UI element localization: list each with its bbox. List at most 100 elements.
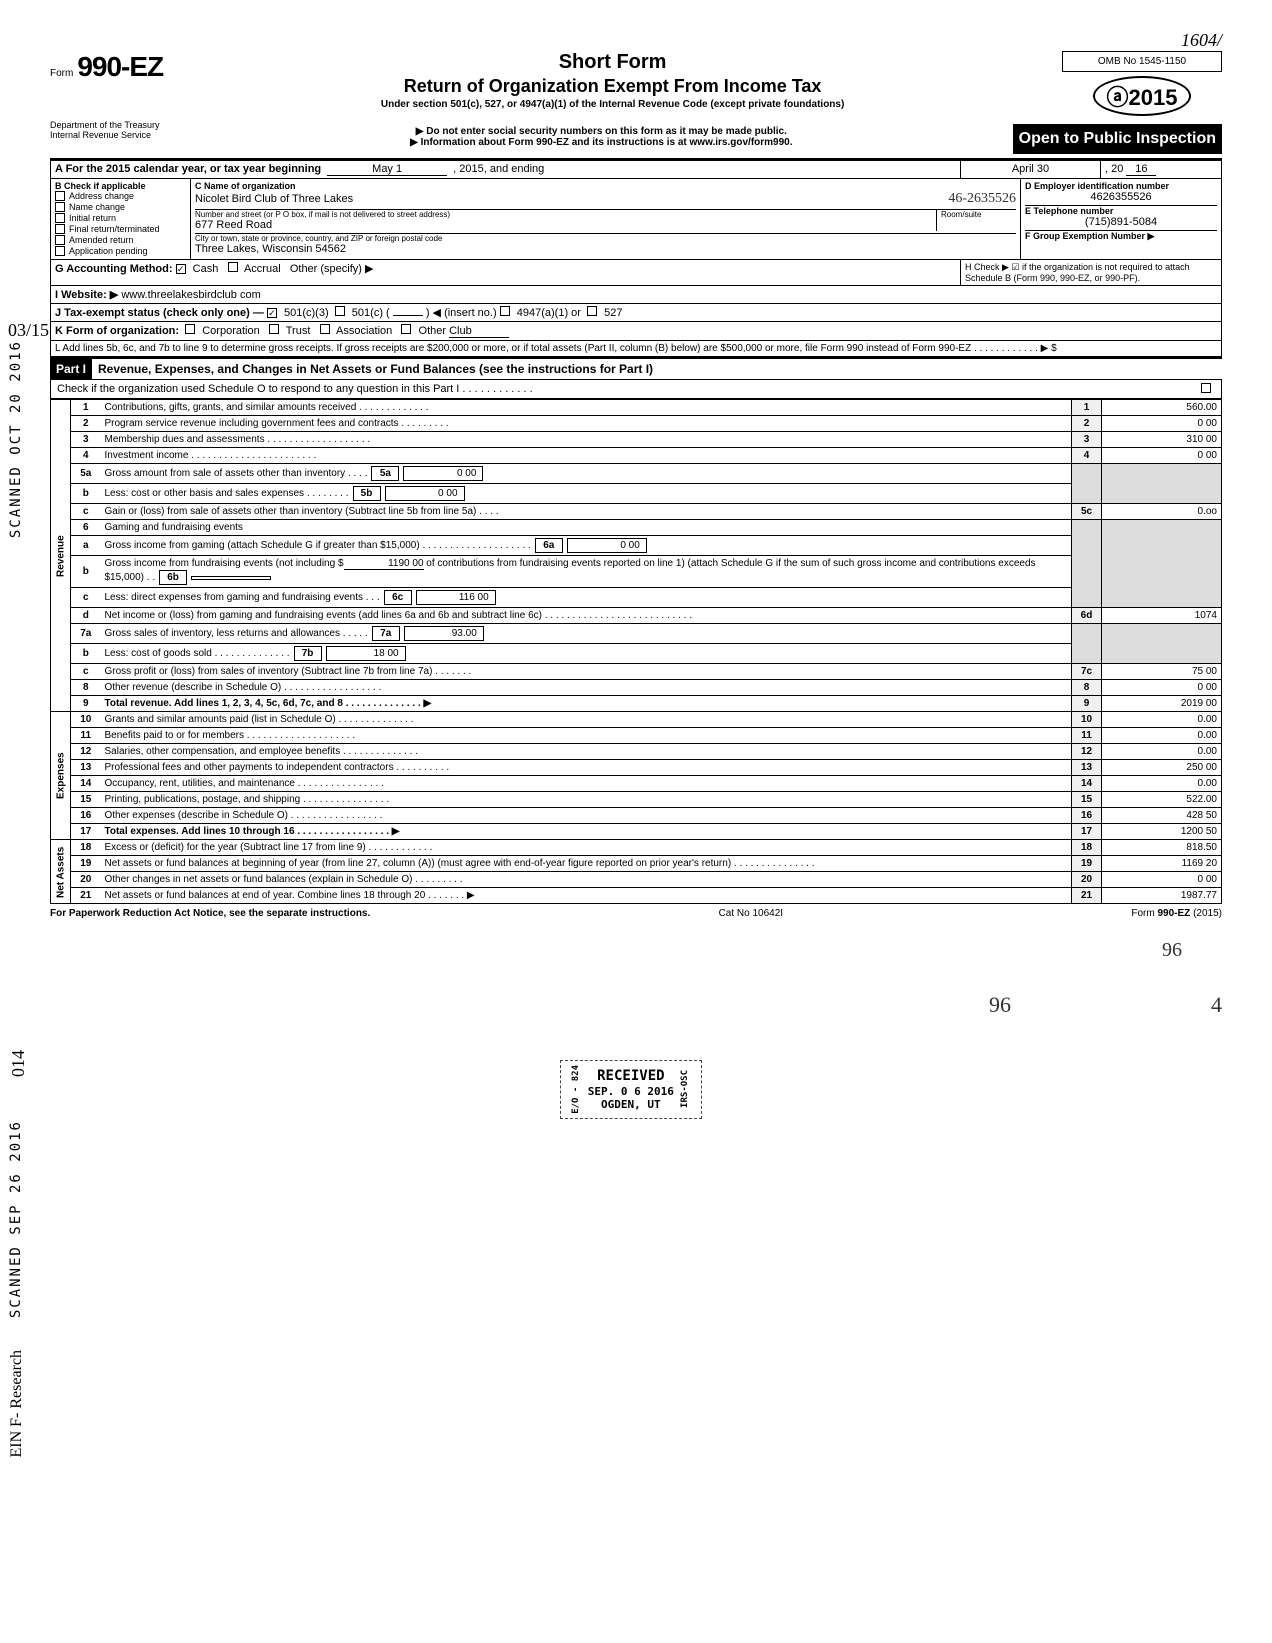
- omb-number: OMB No 1545-1150: [1062, 51, 1222, 72]
- line-15-amt: 522.00: [1102, 792, 1222, 808]
- line-3-desc: Membership dues and assessments . . . . …: [101, 432, 1072, 448]
- line-20-amt: 0 00: [1102, 872, 1222, 888]
- line-3-amt: 310 00: [1102, 432, 1222, 448]
- period-end-prefix: , 20: [1105, 163, 1123, 175]
- line-13-desc: Professional fees and other payments to …: [101, 760, 1072, 776]
- line-11-amt: 0.00: [1102, 728, 1222, 744]
- check-pending[interactable]: Application pending: [55, 246, 186, 256]
- subtitle: Under section 501(c), 527, or 4947(a)(1)…: [183, 99, 1042, 110]
- g-accrual: Accrual: [244, 263, 281, 275]
- check-accrual[interactable]: [228, 262, 238, 272]
- line-19-amt: 1169 20: [1102, 856, 1222, 872]
- right-block: OMB No 1545-1150 ⓐ2015: [1062, 51, 1222, 116]
- form-number-block: Form 990-EZ: [50, 51, 163, 83]
- line-21-amt: 1987.77: [1102, 888, 1222, 904]
- line-9-amt: 2019 00: [1102, 696, 1222, 712]
- line-6b-desc: Gross income from fundraising events (no…: [101, 556, 1072, 588]
- period-end-month: April 30: [961, 161, 1101, 178]
- line-20-desc: Other changes in net assets or fund bala…: [101, 872, 1072, 888]
- open-public: Open to Public Inspection: [1013, 124, 1222, 154]
- line-7a-desc: Gross sales of inventory, less returns a…: [101, 624, 1072, 644]
- line-8-desc: Other revenue (describe in Schedule O) .…: [101, 680, 1072, 696]
- line-17-desc: Total expenses. Add lines 10 through 16 …: [101, 824, 1072, 840]
- check-amended[interactable]: Amended return: [55, 235, 186, 245]
- d-label: D Employer identification number: [1025, 181, 1217, 191]
- check-other[interactable]: [401, 324, 411, 334]
- check-cash[interactable]: [176, 264, 186, 274]
- check-name-change[interactable]: Name change: [55, 202, 186, 212]
- f-label: F Group Exemption Number ▶: [1025, 231, 1217, 242]
- check-corp[interactable]: [185, 324, 195, 334]
- line-6-desc: Gaming and fundraising events: [101, 520, 1072, 536]
- stamp-side-right: IRS-OSC: [680, 1070, 691, 1108]
- g-cash: Cash: [193, 263, 219, 275]
- line-8-amt: 0 00: [1102, 680, 1222, 696]
- section-a: A For the 2015 calendar year, or tax yea…: [50, 160, 1222, 357]
- part1-body: Revenue 1Contributions, gifts, grants, a…: [50, 399, 1222, 904]
- main-title: Return of Organization Exempt From Incom…: [183, 76, 1042, 97]
- margin-scanned-1: SCANNED OCT 20 2016: [8, 340, 24, 538]
- margin-research: EIN F- Research: [8, 1350, 26, 1458]
- part1-check-box[interactable]: [1201, 383, 1211, 393]
- line-7c-desc: Gross profit or (loss) from sales of inv…: [101, 664, 1072, 680]
- line-12-desc: Salaries, other compensation, and employ…: [101, 744, 1072, 760]
- line-2-desc: Program service revenue including govern…: [101, 416, 1072, 432]
- g-other: Other (specify) ▶: [290, 263, 374, 275]
- check-4947[interactable]: [500, 306, 510, 316]
- i-label: I Website: ▶: [55, 289, 118, 301]
- g-label: G Accounting Method:: [55, 263, 173, 275]
- stamp-side-left: E/O - 824: [571, 1065, 582, 1114]
- margin-014: 014: [8, 1050, 29, 1077]
- street-label: Number and street (or P O box, if mail i…: [195, 210, 936, 219]
- line-14-desc: Occupancy, rent, utilities, and maintena…: [101, 776, 1072, 792]
- check-trust[interactable]: [269, 324, 279, 334]
- check-address-change[interactable]: Address change: [55, 191, 186, 201]
- line-5b-desc: Less: cost or other basis and sales expe…: [101, 484, 1072, 504]
- line-6a-desc: Gross income from gaming (attach Schedul…: [101, 536, 1072, 556]
- margin-scanned-2: SCANNED SEP 26 2016: [8, 1120, 24, 1318]
- j-501c: 501(c) (: [352, 307, 390, 319]
- org-name: Nicolet Bird Club of Three Lakes: [195, 193, 353, 205]
- part1-header-row: Part I Revenue, Expenses, and Changes in…: [50, 357, 1222, 380]
- line-15-desc: Printing, publications, postage, and shi…: [101, 792, 1072, 808]
- hand-4: 4: [1211, 992, 1222, 1018]
- year-box-wrap: ⓐ2015: [1062, 76, 1222, 116]
- instruction-2: ▶ Information about Form 990-EZ and its …: [190, 137, 1013, 148]
- handwritten-top: 1604/: [50, 30, 1222, 51]
- check-501c[interactable]: [335, 306, 345, 316]
- form-ref: Form 990-EZ (2015): [1131, 908, 1222, 919]
- line-19-desc: Net assets or fund balances at beginning…: [101, 856, 1072, 872]
- check-assoc[interactable]: [320, 324, 330, 334]
- line-21-desc: Net assets or fund balances at end of ye…: [101, 888, 1072, 904]
- check-final-return[interactable]: Final return/terminated: [55, 224, 186, 234]
- stamp-line2: SEP. 0 6 2016: [588, 1085, 674, 1098]
- line-5c-amt: 0.oo: [1102, 504, 1222, 520]
- j-501c3: 501(c)(3): [284, 307, 329, 319]
- hand-96-b: 96: [989, 992, 1011, 1018]
- j-label: J Tax-exempt status (check only one) —: [55, 307, 264, 319]
- expenses-side-label: Expenses: [51, 712, 71, 840]
- revenue-table: Revenue 1Contributions, gifts, grants, a…: [50, 399, 1222, 904]
- line-7b-desc: Less: cost of goods sold . . . . . . . .…: [101, 644, 1072, 664]
- line-12-amt: 0.00: [1102, 744, 1222, 760]
- check-initial-return[interactable]: Initial return: [55, 213, 186, 223]
- line-1-amt: 560.00: [1102, 400, 1222, 416]
- period-end-year[interactable]: 16: [1126, 163, 1156, 176]
- b-check-label: B Check if applicable: [55, 181, 186, 191]
- period-begin[interactable]: May 1: [327, 163, 447, 176]
- ein-value: 4626355526: [1025, 191, 1217, 203]
- paperwork-notice: For Paperwork Reduction Act Notice, see …: [50, 908, 370, 919]
- part1-title: Revenue, Expenses, and Changes in Net As…: [92, 359, 1222, 379]
- k-assoc: Association: [336, 325, 392, 337]
- j-insert: ) ◀ (insert no.): [426, 307, 497, 319]
- e-label: E Telephone number: [1025, 206, 1217, 216]
- l-text: L Add lines 5b, 6c, and 7b to line 9 to …: [51, 341, 1221, 356]
- street: 677 Reed Road: [195, 219, 936, 231]
- revenue-side-label: Revenue: [51, 400, 71, 712]
- footer-row: For Paperwork Reduction Act Notice, see …: [50, 904, 1222, 919]
- line-17-amt: 1200 50: [1102, 824, 1222, 840]
- phone-value: (715)891-5084: [1025, 216, 1217, 228]
- h-label: H Check ▶ ☑ if the organization is not r…: [961, 260, 1221, 285]
- check-501c3[interactable]: [267, 308, 277, 318]
- check-527[interactable]: [587, 306, 597, 316]
